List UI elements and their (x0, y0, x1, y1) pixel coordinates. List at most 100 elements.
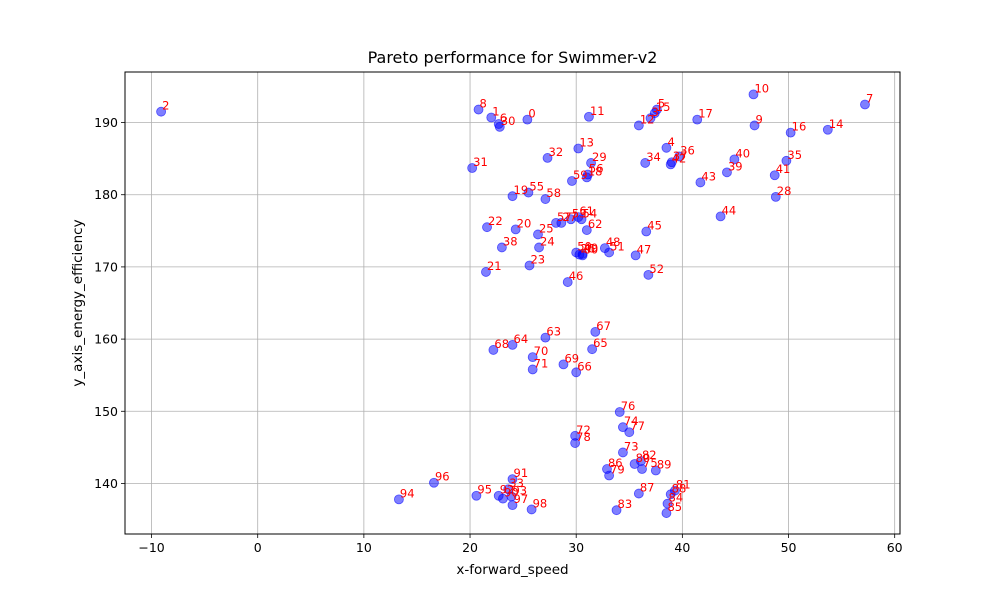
y-axis-label: y_axis_energy_efficiency (70, 219, 86, 386)
data-point (481, 267, 491, 277)
point-label: 64 (514, 332, 529, 346)
data-point (507, 474, 518, 485)
point-label: 53 (572, 206, 587, 220)
point-label: 68 (494, 337, 509, 351)
data-point (695, 177, 706, 188)
point-label: 11 (590, 104, 605, 118)
point-label: 56 (589, 162, 604, 176)
point-label: 8 (480, 97, 487, 111)
data-point (567, 176, 577, 186)
point-label: 12 (640, 112, 655, 126)
data-point (781, 155, 792, 166)
point-label: 82 (642, 448, 657, 462)
point-label: 46 (569, 269, 584, 283)
point-label: 14 (829, 117, 844, 131)
plot-area-frame (124, 71, 901, 535)
point-label: 87 (640, 481, 655, 495)
data-point (558, 359, 569, 370)
data-point (507, 500, 518, 511)
y-tick-label: 180 (94, 187, 118, 202)
data-point (643, 269, 654, 280)
point-label: 96 (435, 470, 450, 484)
data-point (630, 250, 641, 261)
point-label: 10 (754, 81, 769, 95)
x-tick-label: 60 (887, 540, 903, 555)
point-label: 30 (501, 114, 516, 128)
data-point (526, 504, 537, 515)
point-label: 34 (646, 150, 661, 164)
data-point (770, 191, 781, 202)
data-point (587, 344, 598, 355)
data-point (633, 120, 644, 131)
data-point (665, 489, 676, 500)
x-tick-label: 50 (781, 540, 797, 555)
data-point (785, 127, 796, 138)
point-label: 81 (676, 478, 691, 492)
data-point (486, 112, 497, 123)
point-label: 21 (487, 259, 502, 273)
data-point (618, 447, 628, 458)
data-point (394, 494, 404, 505)
point-label: 28 (777, 184, 792, 198)
y-tick-label: 170 (94, 259, 118, 274)
point-label: 75 (643, 456, 658, 470)
point-label: 63 (546, 325, 561, 339)
point-label: 47 (637, 242, 652, 256)
data-point (493, 490, 504, 501)
point-label: 36 (680, 143, 695, 157)
data-point (507, 339, 518, 350)
data-point (614, 407, 625, 417)
data-point (661, 508, 672, 518)
point-label: 88 (672, 481, 687, 495)
point-label: 66 (577, 359, 592, 373)
data-point (692, 114, 703, 125)
point-label: 58 (546, 186, 561, 200)
point-label: 98 (533, 496, 548, 510)
point-label: 38 (503, 234, 518, 248)
data-point (570, 438, 581, 448)
data-point (624, 427, 635, 438)
point-label: 33 (509, 476, 524, 490)
point-label: 72 (576, 423, 591, 437)
point-label: 9 (756, 112, 763, 126)
data-points (156, 89, 870, 518)
point-label: 71 (534, 356, 549, 370)
point-label: 67 (596, 319, 611, 333)
point-label: 39 (728, 159, 743, 173)
point-label: 80 (636, 451, 651, 465)
point-label: 18 (588, 164, 603, 178)
point-label: 65 (593, 336, 608, 350)
y-tick-label: 160 (94, 332, 118, 347)
point-label: 97 (514, 492, 529, 506)
point-label: 62 (588, 217, 603, 231)
point-label: 27 (562, 210, 577, 224)
point-label: 49 (584, 241, 599, 255)
chart-title: Pareto performance for Swimmer-v2 (368, 48, 658, 67)
data-point (581, 225, 592, 235)
x-tick-label: 0 (254, 540, 262, 555)
x-axis-ticks: −10 0 10 20 30 40 50 60 (138, 534, 903, 555)
data-point (577, 250, 588, 261)
point-label: 23 (530, 252, 545, 266)
data-point (674, 151, 685, 162)
point-label: 61 (579, 204, 594, 218)
point-label: 31 (473, 155, 488, 169)
data-point (641, 226, 652, 237)
x-tick-label: 10 (356, 540, 372, 555)
point-label: 51 (610, 239, 625, 253)
data-point (533, 229, 543, 240)
data-point (650, 465, 661, 476)
data-point (467, 163, 478, 173)
data-point (540, 332, 551, 343)
point-label: 92 (500, 483, 515, 497)
data-point (573, 143, 584, 154)
data-point (496, 242, 507, 253)
point-label: 6 (500, 111, 507, 125)
data-point (649, 108, 660, 119)
point-label: 13 (579, 136, 594, 150)
data-point (729, 154, 740, 165)
data-point (573, 212, 584, 222)
data-point (542, 153, 553, 163)
